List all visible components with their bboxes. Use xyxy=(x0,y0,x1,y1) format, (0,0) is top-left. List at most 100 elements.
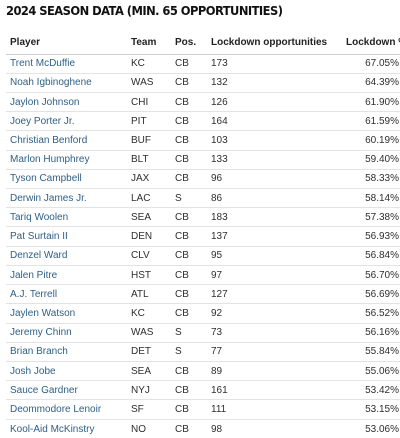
lockdown-percent-cell: 56.69% xyxy=(365,288,399,300)
position-cell: CB xyxy=(175,134,189,146)
position-cell: CB xyxy=(175,211,189,223)
lockdown-percent-cell: 53.06% xyxy=(365,423,399,435)
table-row: Pat Surtain II DEN CB 137 56.93% xyxy=(6,227,400,247)
position-cell: CB xyxy=(175,250,189,262)
position-cell: CB xyxy=(175,384,189,396)
team-cell: DEN xyxy=(131,231,153,243)
lockdown-percent-cell: 57.38% xyxy=(365,211,399,223)
lockdown-percent-cell: 56.16% xyxy=(365,327,399,339)
position-cell: CB xyxy=(175,173,189,185)
table-row: Brian Branch DET S 77 55.84% xyxy=(6,342,400,362)
column-header-team: Team xyxy=(131,37,157,49)
player-name-cell: Pat Surtain II xyxy=(10,231,68,243)
lockdown-percent-cell: 61.59% xyxy=(365,115,399,127)
opportunities-cell: 89 xyxy=(211,365,223,377)
player-name-cell: Joey Porter Jr. xyxy=(10,115,75,127)
player-name-cell: Tariq Woolen xyxy=(10,211,69,223)
table-row: Deommodore Lenoir SF CB 111 53.15% xyxy=(6,400,400,420)
player-name-cell: Jalen Pitre xyxy=(10,269,58,281)
lockdown-percent-cell: 56.70% xyxy=(365,269,399,281)
player-name-cell: Noah Igbinoghene xyxy=(10,77,92,89)
table-row: Noah Igbinoghene WAS CB 132 64.39% xyxy=(6,73,400,93)
lockdown-percent-cell: 67.05% xyxy=(365,58,399,70)
opportunities-cell: 161 xyxy=(211,384,228,396)
team-cell: JAX xyxy=(131,173,150,185)
position-cell: CB xyxy=(175,365,189,377)
team-cell: LAC xyxy=(131,192,151,204)
lockdown-percent-cell: 58.14% xyxy=(365,192,399,204)
lockdown-percent-cell: 55.84% xyxy=(365,346,399,358)
position-cell: CB xyxy=(175,269,189,281)
position-cell: CB xyxy=(175,288,189,300)
player-name-cell: Jeremy Chinn xyxy=(10,327,72,339)
position-cell: CB xyxy=(175,115,189,127)
team-cell: NYJ xyxy=(131,384,150,396)
player-name-cell: Tyson Campbell xyxy=(10,173,82,185)
opportunities-cell: 126 xyxy=(211,96,228,108)
table-row: Tariq Woolen SEA CB 183 57.38% xyxy=(6,208,400,227)
table-row: Derwin James Jr. LAC S 86 58.14% xyxy=(6,189,400,208)
team-cell: ATL xyxy=(131,288,149,300)
table-title: 2024 SEASON DATA (MIN. 65 OPPORTUNITIES) xyxy=(6,3,283,18)
team-cell: DET xyxy=(131,346,151,358)
player-name-cell: Sauce Gardner xyxy=(10,384,78,396)
table-row: Sauce Gardner NYJ CB 161 53.42% xyxy=(6,381,400,400)
player-name-cell: Marlon Humphrey xyxy=(10,154,90,166)
team-cell: BUF xyxy=(131,134,151,146)
table-row: Jaylen Watson KC CB 92 56.52% xyxy=(6,304,400,324)
position-cell: CB xyxy=(175,58,189,70)
lockdown-percent-cell: 58.33% xyxy=(365,173,399,185)
team-cell: SEA xyxy=(131,211,152,223)
opportunities-cell: 97 xyxy=(211,269,223,281)
lockdown-percent-cell: 56.52% xyxy=(365,307,399,319)
position-cell: CB xyxy=(175,77,189,89)
position-cell: S xyxy=(175,346,182,358)
opportunities-cell: 95 xyxy=(211,250,223,262)
position-cell: CB xyxy=(175,307,189,319)
table-row: Trent McDuffie KC CB 173 67.05% xyxy=(6,54,400,74)
table-row: Jeremy Chinn WAS S 73 56.16% xyxy=(6,323,400,343)
player-name-cell: Christian Benford xyxy=(10,134,88,146)
player-name-cell: Kool-Aid McKinstry xyxy=(10,423,95,435)
column-header-player: Player xyxy=(10,37,41,49)
team-cell: SEA xyxy=(131,365,152,377)
opportunities-cell: 173 xyxy=(211,58,228,70)
position-cell: CB xyxy=(175,404,189,416)
opportunities-cell: 127 xyxy=(211,288,228,300)
lockdown-percent-cell: 64.39% xyxy=(365,77,399,89)
table-row: Jaylon Johnson CHI CB 126 61.90% xyxy=(6,92,400,112)
lockdown-percent-cell: 60.19% xyxy=(365,134,399,146)
opportunities-cell: 96 xyxy=(211,173,223,185)
player-name-cell: Trent McDuffie xyxy=(10,58,76,70)
table-body: Trent McDuffie KC CB 173 67.05% Noah Igbinogh… xyxy=(6,54,400,438)
position-cell: CB xyxy=(175,231,189,243)
opportunities-cell: 183 xyxy=(211,211,228,223)
player-name-cell: Josh Jobe xyxy=(10,365,56,377)
opportunities-cell: 92 xyxy=(211,307,223,319)
lockdown-percent-cell: 53.42% xyxy=(365,384,399,396)
team-cell: HST xyxy=(131,269,151,281)
opportunities-cell: 132 xyxy=(211,77,228,89)
table-row: Tyson Campbell JAX CB 96 58.33% xyxy=(6,169,400,189)
player-name-cell: Derwin James Jr. xyxy=(10,192,87,204)
table-row: Kool-Aid McKinstry NO CB 98 53.06% xyxy=(6,419,400,438)
table-row: A.J. Terrell ATL CB 127 56.69% xyxy=(6,285,400,304)
table-row: Christian Benford BUF CB 103 60.19% xyxy=(6,131,400,151)
lockdown-table: Player Team Pos. Lockdown opportunities … xyxy=(6,32,400,438)
team-cell: CLV xyxy=(131,250,150,262)
position-cell: CB xyxy=(175,96,189,108)
column-header-lockdown-opportunities: Lockdown opportunities xyxy=(211,37,328,49)
team-cell: WAS xyxy=(131,327,154,339)
column-header-position: Pos. xyxy=(175,37,197,49)
position-cell: S xyxy=(175,327,182,339)
team-cell: WAS xyxy=(131,77,154,89)
position-cell: CB xyxy=(175,423,189,435)
position-cell: S xyxy=(175,192,182,204)
table-row: Jalen Pitre HST CB 97 56.70% xyxy=(6,265,400,285)
opportunities-cell: 103 xyxy=(211,134,228,146)
lockdown-percent-cell: 59.40% xyxy=(365,154,399,166)
column-header-lockdown-percent: Lockdown % xyxy=(346,37,400,49)
lockdown-percent-cell: 56.84% xyxy=(365,250,399,262)
player-name-cell: Denzel Ward xyxy=(10,250,68,262)
